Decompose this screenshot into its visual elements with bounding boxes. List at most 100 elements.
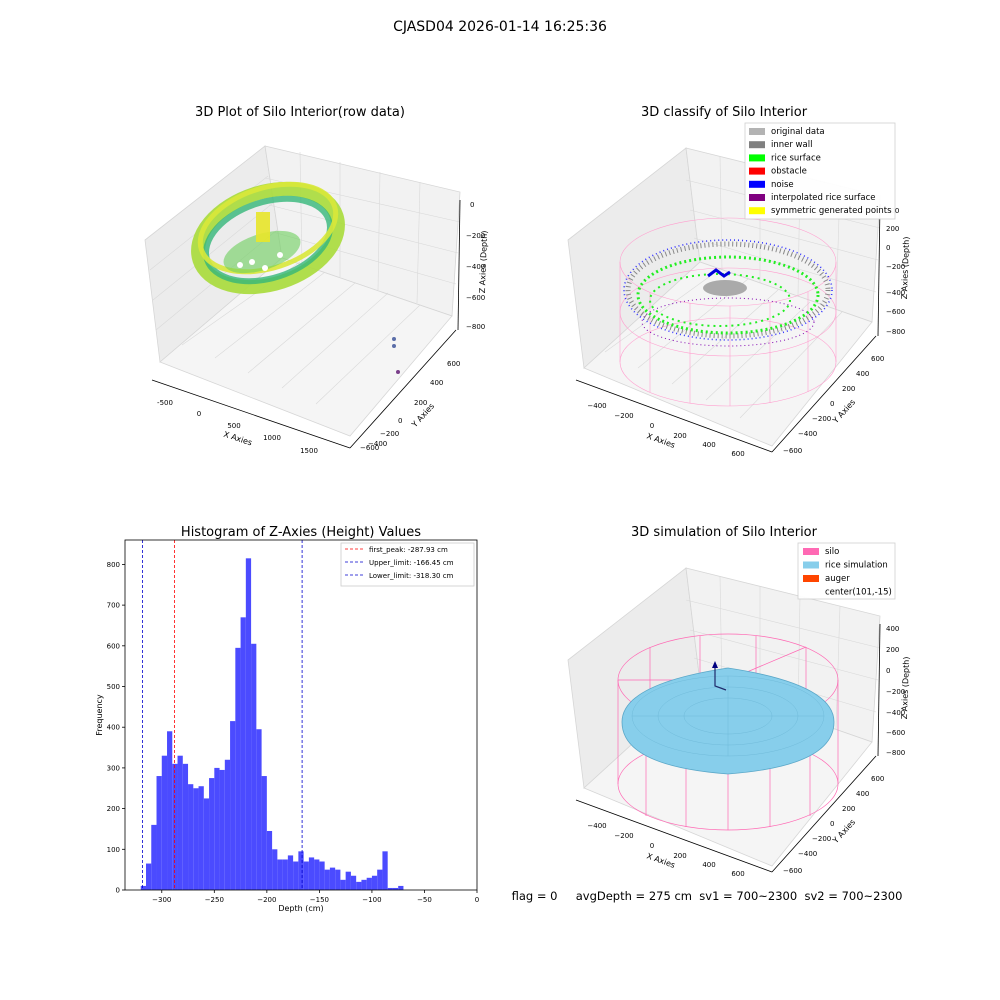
hist-ytick-label: 0 <box>116 887 120 895</box>
plot4-xtick: 0 <box>650 842 654 850</box>
plot1-z-axis <box>457 199 461 331</box>
plot2-xtick: 400 <box>702 441 715 449</box>
plot4-ztick: 200 <box>886 646 899 654</box>
plot2-x-axis <box>575 379 773 453</box>
status-line: flag = 0 avgDepth = 275 cm sv1 = 700~230… <box>512 889 903 903</box>
plot1-ytick: 600 <box>447 360 460 368</box>
hist-ytick-label: 200 <box>107 805 120 813</box>
hist-title: Histogram of Z-Axies (Height) Values <box>181 525 421 540</box>
hist-bar <box>366 877 372 890</box>
legend-label: obstacle <box>771 167 807 177</box>
legend-label: interpolated rice surface <box>771 193 876 203</box>
hist-bar <box>161 755 168 890</box>
legend-swatch <box>803 575 819 582</box>
hist-bar <box>398 885 404 890</box>
hist-bars <box>140 558 404 890</box>
plot4-xlabel: X Axies <box>645 851 676 870</box>
hist-bar <box>251 643 257 890</box>
plot4-xtick: 200 <box>673 852 686 860</box>
hist-bar <box>287 855 294 890</box>
hist-bar <box>151 824 157 890</box>
plot1-ytick: 0 <box>398 417 402 425</box>
hist-ytick-label: 600 <box>107 642 120 650</box>
hist-bar <box>198 786 204 890</box>
plot1-xtick: 0 <box>197 410 201 418</box>
plot1-ztick: −200 <box>466 232 485 240</box>
legend-label: symmetric generated points <box>771 206 892 216</box>
plot1-point-cloud <box>191 181 345 295</box>
plot1-ztick: 0 <box>470 201 474 209</box>
hist-xtick-label: −250 <box>205 896 224 904</box>
plot1-title: 3D Plot of Silo Interior(row data) <box>195 105 405 120</box>
hist-xtick-label: −50 <box>417 896 432 904</box>
legend-swatch <box>803 561 819 569</box>
hist-bar <box>282 859 288 890</box>
plot2-ytick: 600 <box>871 355 884 363</box>
plot2-rice-surface-inner <box>649 273 791 327</box>
hist-bar <box>345 871 351 890</box>
hist-bar <box>382 851 388 890</box>
hist-ytick-label: 400 <box>107 724 120 732</box>
plot1-ztick: −400 <box>466 263 485 271</box>
hist-bar <box>261 776 267 890</box>
hist-xtick-label: −300 <box>152 896 171 904</box>
plot4-ytick: 0 <box>830 820 834 828</box>
plot2-pane-floor <box>583 261 873 447</box>
hist-xtick-label: −150 <box>310 896 329 904</box>
plot2-xtick: −200 <box>614 412 633 420</box>
hist-bar <box>329 867 336 890</box>
hist-bar <box>156 776 162 890</box>
hist-bar <box>272 849 278 890</box>
plot1-xlabel: X Axies <box>222 430 253 448</box>
plot2-rice-surface <box>636 255 820 335</box>
plot4-center-marker <box>712 661 718 668</box>
hist-bar <box>319 861 325 890</box>
hist-xtick-label: −100 <box>362 896 381 904</box>
plot2-ztick: −800 <box>886 328 905 336</box>
plot4-ztick: −800 <box>886 749 905 757</box>
legend-swatch <box>803 548 819 555</box>
plot1-ytick: −200 <box>380 430 399 438</box>
plot2-title: 3D classify of Silo Interior <box>641 105 808 120</box>
hist-bar <box>214 767 220 890</box>
plot4-ytick: −200 <box>812 835 831 843</box>
plot4-ztick: −400 <box>886 709 905 717</box>
plot1-outlier-point <box>396 370 400 374</box>
plot3-histogram: Histogram of Z-Axies (Height) Values −30… <box>95 525 479 913</box>
plot2-ztick: −200 <box>886 263 905 271</box>
plot2-z-axis <box>877 203 881 337</box>
hist-xtick-label: −200 <box>257 896 276 904</box>
legend-label: silo <box>825 547 839 557</box>
legend-label: original data <box>771 127 825 137</box>
plot4-ztick: −200 <box>886 688 905 696</box>
legend-swatch <box>749 141 765 149</box>
plot1-zlabel: Z Axies (Depth) <box>478 230 489 293</box>
plot1-ytick: 200 <box>414 399 427 407</box>
plot2-ytick: −600 <box>783 447 802 455</box>
plot2-inner-wall <box>625 241 831 339</box>
plot1-xtick: -500 <box>157 399 173 407</box>
hist-bar <box>182 763 189 890</box>
hist-bar <box>240 617 246 890</box>
hist-bar <box>350 875 357 890</box>
plot2-xlabel: X Axies <box>645 431 676 450</box>
hist-bar <box>219 769 225 890</box>
hist-legend-label: Lower_limit: -318.30 cm <box>369 572 454 580</box>
hist-xtick-label: 0 <box>475 896 479 904</box>
plot2-ytick: 200 <box>842 385 855 393</box>
legend-swatch <box>749 207 765 215</box>
legend-swatch <box>749 154 765 162</box>
hist-ytick-label: 800 <box>107 561 120 569</box>
plot1-xtick: 1000 <box>263 434 281 442</box>
hist-bar <box>245 558 252 890</box>
plot4-xtick: −200 <box>614 832 633 840</box>
plot2-ytick: 400 <box>856 370 869 378</box>
plot4-ztick: −600 <box>886 729 905 737</box>
plot4-ytick: 200 <box>842 805 855 813</box>
plot2-xtick: 600 <box>731 450 744 458</box>
hist-xticks: −300 −250 −200 −150 −100 −50 0 <box>152 890 479 904</box>
plot4-title: 3D simulation of Silo Interior <box>631 525 818 540</box>
plot4-x-axis <box>575 799 773 873</box>
hist-bar <box>298 851 304 890</box>
